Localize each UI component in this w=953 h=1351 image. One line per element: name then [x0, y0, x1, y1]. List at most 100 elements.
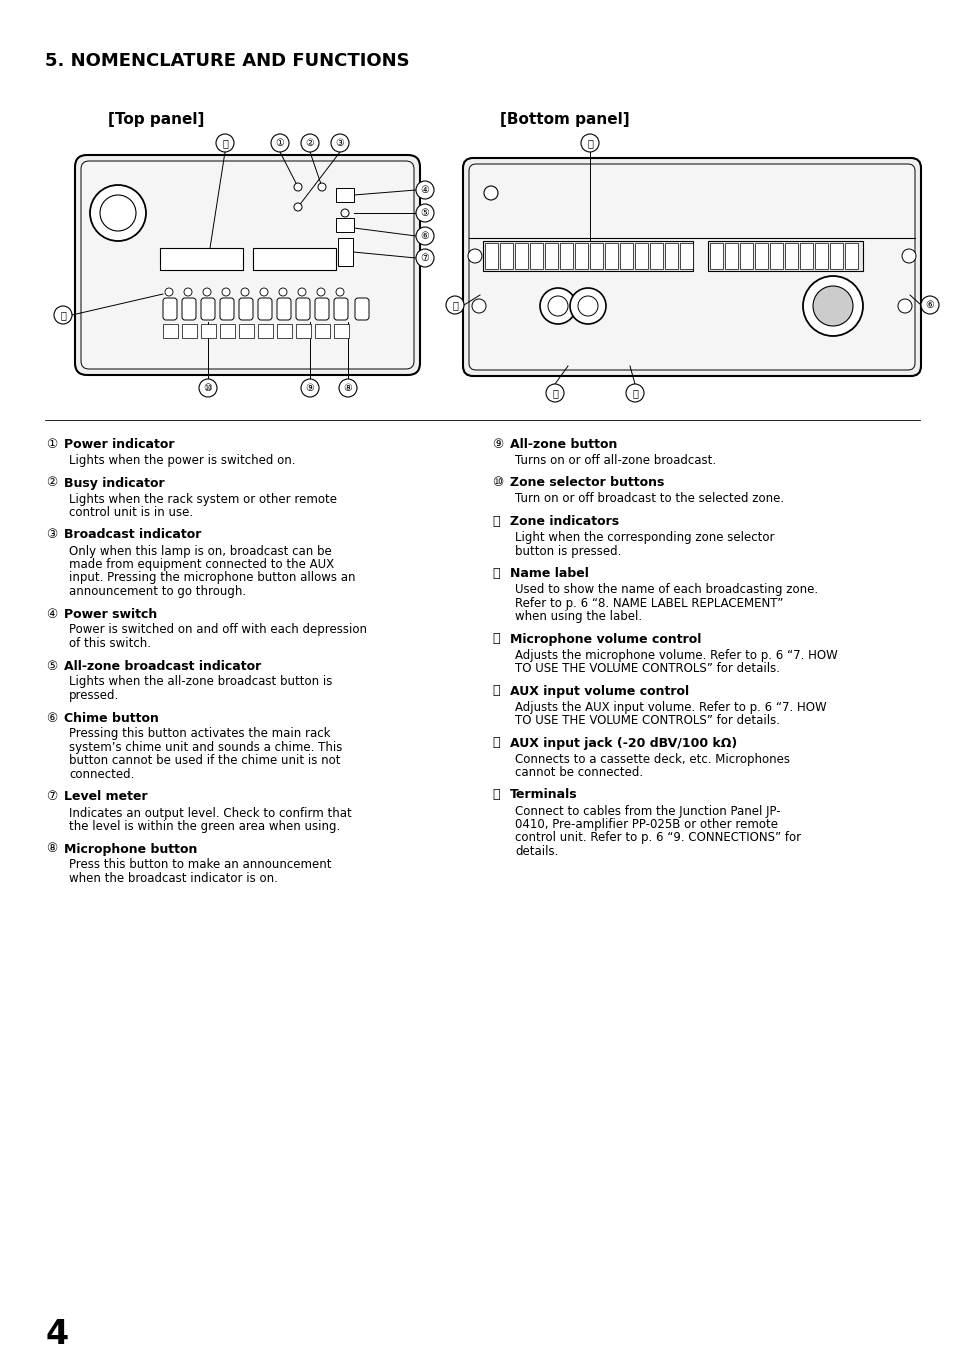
- Circle shape: [416, 181, 434, 199]
- Text: ③: ③: [46, 528, 57, 542]
- Text: ⑦: ⑦: [46, 790, 57, 804]
- Circle shape: [165, 288, 172, 296]
- Text: ⑮: ⑮: [452, 300, 457, 309]
- Bar: [649, 243, 662, 269]
- Text: Only when this lamp is on, broadcast can be: Only when this lamp is on, broadcast can…: [69, 544, 332, 558]
- Bar: [575, 243, 587, 269]
- Bar: [784, 243, 797, 269]
- Text: the level is within the green area when using.: the level is within the green area when …: [69, 820, 340, 834]
- Bar: [619, 243, 633, 269]
- Text: TO USE THE VOLUME CONTROLS” for details.: TO USE THE VOLUME CONTROLS” for details.: [515, 662, 780, 676]
- Text: Connect to cables from the Junction Panel JP-: Connect to cables from the Junction Pane…: [515, 804, 780, 817]
- Text: when using the label.: when using the label.: [515, 611, 641, 623]
- Circle shape: [897, 299, 911, 313]
- Bar: [276, 324, 292, 338]
- FancyBboxPatch shape: [182, 299, 195, 320]
- Text: ⑪: ⑪: [492, 515, 499, 528]
- Circle shape: [625, 384, 643, 403]
- Bar: [160, 249, 243, 270]
- Text: ⑨: ⑨: [492, 438, 503, 451]
- Circle shape: [446, 296, 463, 313]
- Text: Connects to a cassette deck, etc. Microphones: Connects to a cassette deck, etc. Microp…: [515, 753, 789, 766]
- Circle shape: [278, 288, 287, 296]
- FancyBboxPatch shape: [201, 299, 214, 320]
- Text: ⑥: ⑥: [924, 300, 933, 309]
- Circle shape: [184, 288, 192, 296]
- Text: Zone selector buttons: Zone selector buttons: [510, 477, 663, 489]
- Bar: [335, 188, 354, 203]
- FancyBboxPatch shape: [257, 299, 272, 320]
- Text: input. Pressing the microphone button allows an: input. Pressing the microphone button al…: [69, 571, 355, 585]
- Bar: [589, 243, 602, 269]
- Text: ②: ②: [305, 138, 314, 149]
- Text: Adjusts the microphone volume. Refer to p. 6 “7. HOW: Adjusts the microphone volume. Refer to …: [515, 648, 837, 662]
- Circle shape: [580, 134, 598, 153]
- Text: Press this button to make an announcement: Press this button to make an announcemen…: [69, 858, 331, 871]
- Text: Used to show the name of each broadcasting zone.: Used to show the name of each broadcasti…: [515, 584, 818, 596]
- Bar: [754, 243, 767, 269]
- Text: ⑦: ⑦: [420, 253, 429, 263]
- Text: Zone indicators: Zone indicators: [510, 515, 618, 528]
- Text: Microphone volume control: Microphone volume control: [510, 632, 700, 646]
- Text: cannot be connected.: cannot be connected.: [515, 766, 642, 780]
- Text: ⑧: ⑧: [343, 382, 352, 393]
- Text: Light when the corresponding zone selector: Light when the corresponding zone select…: [515, 531, 774, 544]
- Bar: [530, 243, 542, 269]
- Bar: [664, 243, 678, 269]
- Text: Indicates an output level. Check to confirm that: Indicates an output level. Check to conf…: [69, 807, 352, 820]
- Bar: [515, 243, 527, 269]
- Text: ④: ④: [46, 608, 57, 620]
- Text: announcement to go through.: announcement to go through.: [69, 585, 246, 598]
- Circle shape: [294, 203, 302, 211]
- FancyBboxPatch shape: [295, 299, 310, 320]
- Circle shape: [578, 296, 598, 316]
- Bar: [337, 238, 353, 266]
- Text: Lights when the power is switched on.: Lights when the power is switched on.: [69, 454, 295, 467]
- Text: TO USE THE VOLUME CONTROLS” for details.: TO USE THE VOLUME CONTROLS” for details.: [515, 713, 780, 727]
- Circle shape: [260, 288, 268, 296]
- Text: ⑤: ⑤: [420, 208, 429, 218]
- Text: Turns on or off all-zone broadcast.: Turns on or off all-zone broadcast.: [515, 454, 716, 467]
- Text: Pressing this button activates the main rack: Pressing this button activates the main …: [69, 727, 330, 740]
- Text: 5. NOMENCLATURE AND FUNCTIONS: 5. NOMENCLATURE AND FUNCTIONS: [45, 51, 409, 70]
- Bar: [335, 218, 354, 232]
- Text: ①: ①: [46, 438, 57, 451]
- FancyBboxPatch shape: [81, 161, 414, 369]
- Bar: [559, 243, 573, 269]
- Text: ⑫: ⑫: [222, 138, 228, 149]
- Circle shape: [539, 288, 576, 324]
- Bar: [257, 324, 273, 338]
- Text: ④: ④: [420, 185, 429, 195]
- Text: 4: 4: [46, 1319, 69, 1351]
- FancyBboxPatch shape: [276, 299, 291, 320]
- Bar: [182, 324, 196, 338]
- Text: Power switch: Power switch: [64, 608, 157, 620]
- Text: [Bottom panel]: [Bottom panel]: [499, 112, 629, 127]
- Text: control unit. Refer to p. 6 “9. CONNECTIONS” for: control unit. Refer to p. 6 “9. CONNECTI…: [515, 831, 801, 844]
- Text: button cannot be used if the chime unit is not: button cannot be used if the chime unit …: [69, 754, 340, 767]
- Text: Chime button: Chime button: [64, 712, 159, 724]
- Circle shape: [483, 186, 497, 200]
- Bar: [499, 243, 513, 269]
- Circle shape: [317, 182, 326, 190]
- FancyBboxPatch shape: [75, 155, 419, 376]
- Bar: [484, 243, 497, 269]
- Bar: [239, 324, 253, 338]
- Text: Refer to p. 6 “8. NAME LABEL REPLACEMENT”: Refer to p. 6 “8. NAME LABEL REPLACEMENT…: [515, 597, 782, 609]
- FancyBboxPatch shape: [163, 299, 177, 320]
- Text: ⑫: ⑫: [492, 567, 499, 580]
- Circle shape: [90, 185, 146, 240]
- Text: Busy indicator: Busy indicator: [64, 477, 165, 489]
- Text: ⑬: ⑬: [632, 388, 638, 399]
- Circle shape: [54, 305, 71, 324]
- Bar: [709, 243, 722, 269]
- FancyBboxPatch shape: [239, 299, 253, 320]
- Circle shape: [297, 288, 306, 296]
- Bar: [201, 324, 215, 338]
- Bar: [163, 324, 178, 338]
- Bar: [334, 324, 349, 338]
- Circle shape: [340, 209, 349, 218]
- Text: Terminals: Terminals: [510, 789, 577, 801]
- Text: when the broadcast indicator is on.: when the broadcast indicator is on.: [69, 871, 277, 885]
- Circle shape: [222, 288, 230, 296]
